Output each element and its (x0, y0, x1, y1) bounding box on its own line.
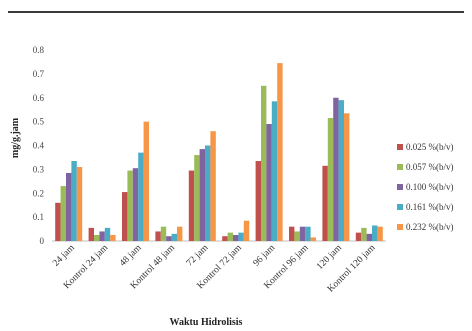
bar (261, 85, 267, 241)
y-tick-labels: 0 0.1 0.2 0.3 0.4 0.5 0.6 0.7 0.8 (33, 45, 45, 246)
y-axis-title: mg/g.jam (10, 117, 21, 158)
bar (199, 149, 205, 241)
bar (366, 233, 372, 241)
bar (271, 101, 278, 241)
bar (143, 121, 149, 242)
bar (372, 225, 378, 241)
bar (66, 172, 72, 241)
legend-swatch (397, 204, 403, 210)
bar (155, 231, 161, 241)
bar (289, 226, 295, 241)
bar (110, 235, 116, 241)
bar (322, 165, 328, 241)
bar (88, 227, 94, 241)
bar (355, 232, 362, 241)
legend-label: 0.057 %(b/v) (406, 162, 454, 172)
bar (222, 236, 228, 241)
bar (138, 152, 144, 241)
bar (205, 145, 211, 241)
bar (94, 235, 100, 241)
bar (99, 231, 105, 241)
bar (344, 113, 350, 241)
bar (55, 202, 61, 241)
y-tick-label: 0.3 (33, 164, 45, 174)
bar (277, 63, 283, 241)
bar (160, 226, 167, 241)
legend-swatch (397, 164, 403, 170)
legend-swatch (397, 184, 403, 190)
x-category-label: 96 jam (252, 243, 278, 269)
x-category-label: 48 jam (118, 243, 144, 269)
bar (333, 97, 339, 241)
bar (310, 237, 316, 241)
bar (122, 192, 128, 241)
bar (243, 220, 250, 241)
bar (127, 170, 133, 241)
legend-label: 0.232 %(b/v) (406, 222, 454, 232)
bar (255, 161, 261, 241)
bar-series (55, 63, 383, 242)
bar (338, 100, 344, 241)
bar (132, 168, 139, 241)
bar (377, 226, 383, 241)
bar (238, 232, 244, 241)
bar (171, 233, 177, 241)
y-tick-label: 0.2 (33, 188, 44, 198)
bar (188, 170, 195, 241)
y-tick-label: 0 (40, 236, 45, 246)
legend-label: 0.161 %(b/v) (406, 202, 454, 212)
bar (327, 118, 334, 241)
bar (361, 227, 367, 241)
bar (76, 166, 83, 241)
y-tick-label: 0.4 (33, 141, 45, 151)
bar (294, 231, 300, 241)
x-category-label: 120 jam (315, 243, 344, 272)
y-tick-label: 0.1 (33, 212, 44, 222)
x-category-label: 72 jam (185, 243, 211, 269)
bar (177, 226, 183, 241)
legend-swatch (397, 144, 403, 150)
bar (104, 227, 111, 241)
bar (299, 226, 306, 241)
legend: 0.025 %(b/v) 0.057 %(b/v) 0.100 %(b/v) 0.16… (397, 142, 454, 232)
legend-label: 0.025 %(b/v) (406, 142, 454, 152)
bar (60, 186, 66, 241)
x-category-label: 24 jam (51, 243, 77, 269)
bar (305, 226, 311, 241)
top-rule (8, 11, 464, 13)
y-tick-label: 0.7 (33, 69, 45, 79)
legend-swatch (397, 224, 403, 230)
bar (194, 155, 200, 241)
bar (210, 131, 216, 241)
x-axis-title: Waktu Hidrolisis (170, 317, 243, 328)
bar (233, 235, 239, 241)
y-tick-label: 0.8 (33, 45, 45, 55)
y-tick-label: 0.5 (33, 117, 45, 127)
bar (166, 236, 172, 241)
bar (227, 232, 233, 241)
bar (71, 161, 77, 241)
bar (266, 124, 272, 241)
y-tick-label: 0.6 (33, 93, 45, 103)
legend-label: 0.100 %(b/v) (406, 182, 454, 192)
